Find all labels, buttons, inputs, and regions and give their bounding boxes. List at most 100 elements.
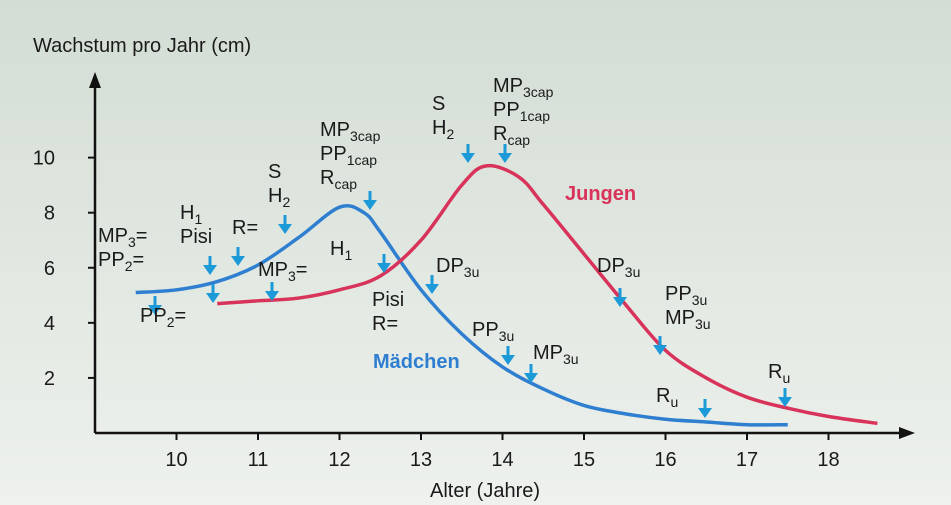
annotation-sub: cap bbox=[507, 132, 530, 148]
annotation-text: R bbox=[493, 123, 507, 145]
annotation-text: MP bbox=[665, 307, 695, 329]
y-tick-label: 4 bbox=[44, 313, 55, 335]
annotation: Ru bbox=[768, 361, 790, 386]
x-tick-label: 18 bbox=[817, 449, 839, 471]
annotation-text: H bbox=[268, 185, 282, 207]
y-tick-label: 6 bbox=[44, 258, 55, 280]
annotation: Rcap bbox=[320, 167, 357, 192]
y-tick-label: 2 bbox=[44, 368, 55, 390]
annotation-text: MP bbox=[533, 342, 563, 364]
annotation-sub: u bbox=[782, 370, 790, 386]
annotation-arrowhead bbox=[613, 297, 627, 307]
annotation-arrowhead bbox=[524, 373, 538, 383]
series-label: Mädchen bbox=[373, 351, 460, 373]
annotation-text: PP bbox=[140, 305, 167, 327]
annotation-text: MP bbox=[258, 259, 288, 281]
annotation-text: PP bbox=[320, 143, 347, 165]
annotation: H2 bbox=[432, 117, 454, 142]
annotation-arrowhead bbox=[206, 293, 220, 303]
annotation: R= bbox=[232, 217, 258, 239]
annotation-sub: 3u bbox=[464, 264, 480, 280]
annotation-text: R= bbox=[372, 313, 398, 335]
annotation-sub: 3 bbox=[128, 234, 136, 250]
annotation-text: Pisi bbox=[372, 289, 404, 311]
annotation-sub: 3cap bbox=[350, 128, 381, 144]
annotation-arrowhead bbox=[498, 153, 512, 163]
annotation-sub: 3 bbox=[288, 268, 296, 284]
annotation-text: R bbox=[320, 167, 334, 189]
annotation-text: Pisi bbox=[180, 226, 212, 248]
annotation-text: PP bbox=[493, 99, 520, 121]
annotation: Rcap bbox=[493, 123, 530, 148]
annotation-sub: 2 bbox=[282, 194, 290, 210]
annotation: PP3u bbox=[665, 283, 707, 308]
annotation: MP3= bbox=[258, 259, 307, 284]
x-tick-label: 14 bbox=[491, 449, 513, 471]
annotation-tail: = bbox=[174, 305, 186, 327]
annotation: Pisi bbox=[180, 226, 212, 248]
annotation-sub: cap bbox=[334, 176, 357, 192]
annotation-tail: = bbox=[296, 259, 308, 281]
annotation-sub: 3u bbox=[563, 351, 579, 367]
annotation-arrowhead bbox=[148, 305, 162, 315]
annotation-arrowhead bbox=[231, 256, 245, 266]
annotation: PP1cap bbox=[493, 99, 550, 124]
annotation-text: PP bbox=[665, 283, 692, 305]
annotation: Ru bbox=[656, 385, 678, 410]
annotation-sub: 2 bbox=[125, 258, 133, 274]
annotation-text: DP bbox=[597, 255, 625, 277]
annotation-arrowhead bbox=[265, 291, 279, 301]
x-tick-label: 11 bbox=[248, 449, 269, 471]
annotation-text: R bbox=[768, 361, 782, 383]
annotation: S bbox=[432, 93, 445, 115]
annotation-tail: = bbox=[132, 249, 144, 271]
annotation-arrowhead bbox=[377, 263, 391, 273]
annotation-sub: 3u bbox=[695, 316, 711, 332]
annotation-text: S bbox=[268, 161, 281, 183]
annotation-arrowhead bbox=[461, 153, 475, 163]
annotation: PP3u bbox=[472, 319, 514, 344]
annotation-arrowhead bbox=[363, 200, 377, 210]
x-tick-label: 15 bbox=[573, 449, 595, 471]
annotation: PP2= bbox=[98, 249, 144, 274]
annotation-sub: 1 bbox=[344, 247, 352, 263]
annotation-text: PP bbox=[98, 249, 125, 271]
annotation-tail: = bbox=[136, 225, 148, 247]
annotation: MP3u bbox=[533, 342, 579, 367]
annotation-sub: 1cap bbox=[347, 152, 378, 168]
annotation-sub: 3u bbox=[625, 264, 641, 280]
chart-title: Wachstum pro Jahr (cm) bbox=[33, 35, 251, 57]
annotation: MP3= bbox=[98, 225, 147, 250]
annotation-arrowhead bbox=[278, 224, 292, 234]
annotation: S bbox=[268, 161, 281, 183]
annotation-arrowhead bbox=[778, 397, 792, 407]
annotation: MP3cap bbox=[320, 119, 381, 144]
annotation: MP3u bbox=[665, 307, 711, 332]
annotation-text: MP bbox=[320, 119, 350, 141]
annotation-sub: 3u bbox=[499, 328, 515, 344]
annotation-sub: 2 bbox=[446, 126, 454, 142]
annotation-text: R= bbox=[232, 217, 258, 239]
annotation-text: PP bbox=[472, 319, 499, 341]
y-tick-label: 10 bbox=[33, 148, 55, 170]
annotation-arrowhead bbox=[203, 265, 217, 275]
annotation-sub: u bbox=[670, 394, 678, 410]
x-tick-label: 10 bbox=[165, 449, 187, 471]
annotation-text: MP bbox=[493, 75, 523, 97]
line-series bbox=[135, 203, 788, 427]
x-tick-label: 17 bbox=[736, 449, 758, 471]
annotation-text: H bbox=[330, 238, 344, 260]
annotation-arrowhead bbox=[425, 284, 439, 294]
x-tick-label: 16 bbox=[654, 449, 676, 471]
annotation: MP3cap bbox=[493, 75, 554, 100]
annotation: H1 bbox=[330, 238, 352, 263]
annotation-sub: 1 bbox=[194, 211, 202, 227]
annotation: PP1cap bbox=[320, 143, 377, 168]
line-series bbox=[217, 163, 878, 426]
annotation-text: H bbox=[432, 117, 446, 139]
annotation: DP3u bbox=[436, 255, 479, 280]
annotation-sub: 3u bbox=[692, 292, 708, 308]
